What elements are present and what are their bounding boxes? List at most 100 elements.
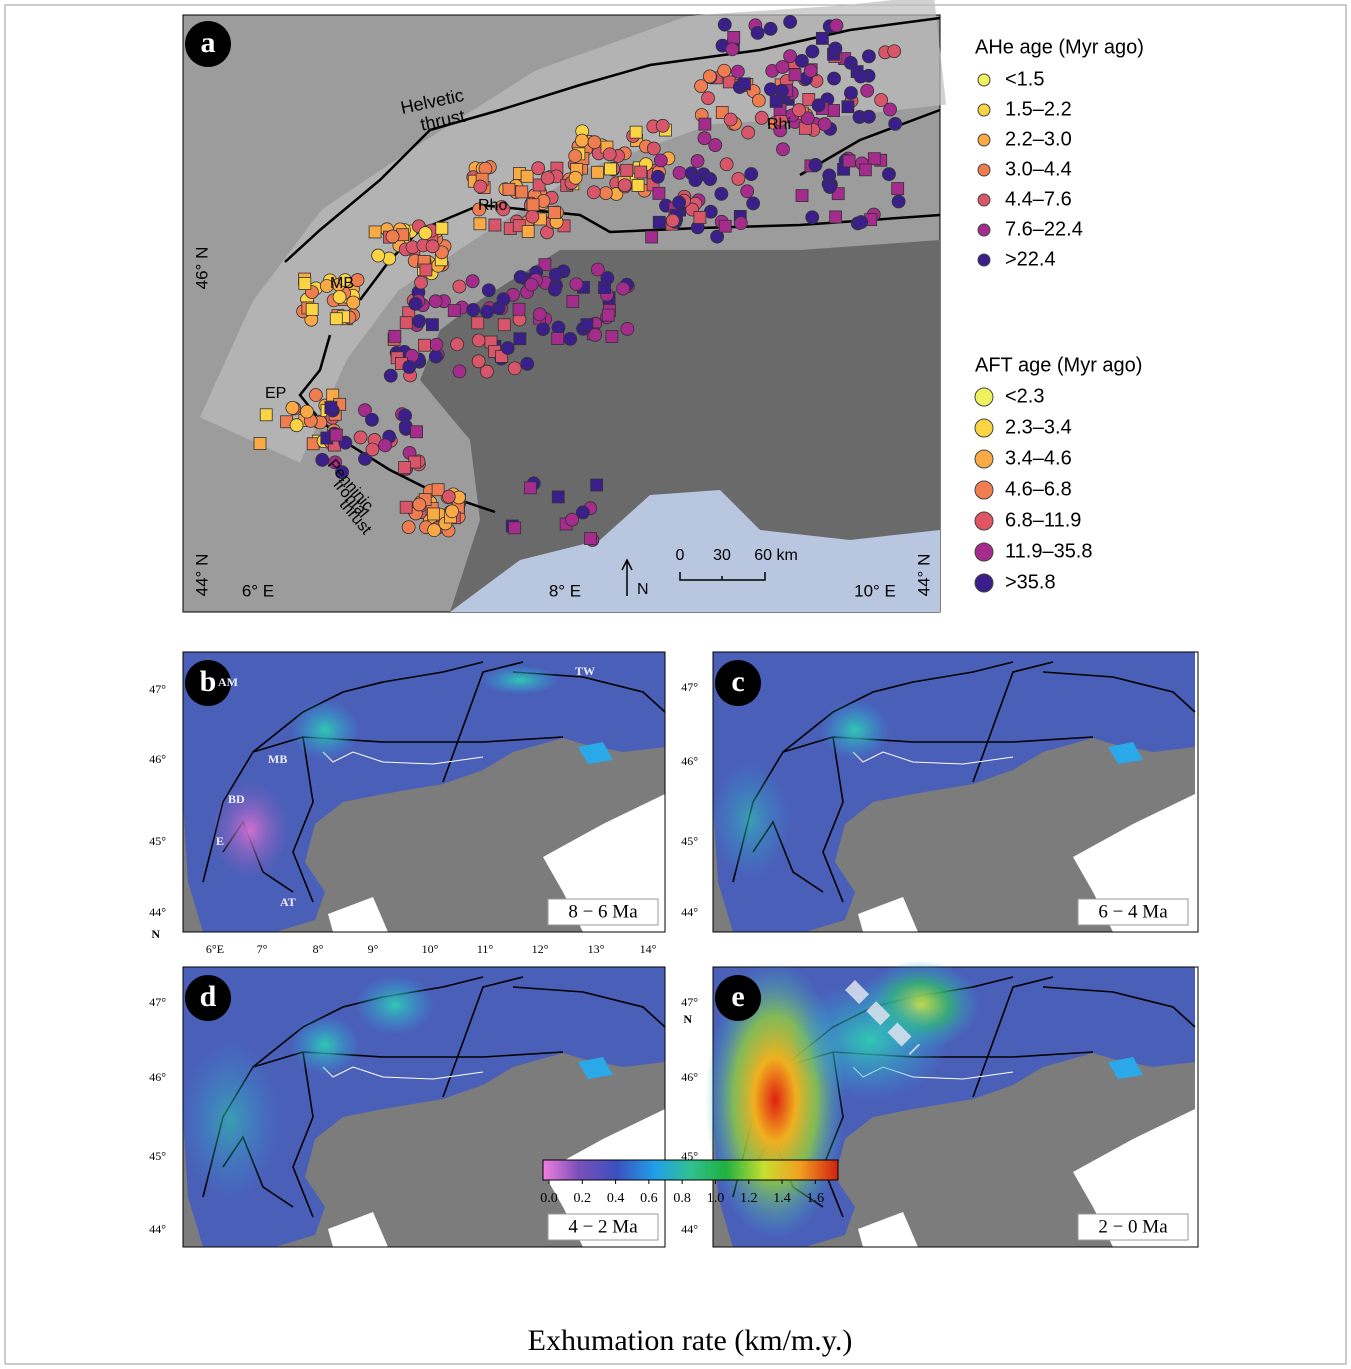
sample-marker (588, 136, 601, 149)
legend-item: 6.8–11.9 (1005, 509, 1081, 531)
sample-marker (549, 268, 562, 281)
sample-marker (448, 305, 460, 317)
sample-marker (646, 231, 658, 243)
label: 44° (149, 905, 166, 919)
sample-marker (575, 134, 588, 147)
sample-marker (828, 105, 840, 117)
sample-marker (286, 401, 299, 414)
sample-marker (513, 303, 525, 315)
sample-marker (290, 419, 303, 432)
sample-marker (522, 226, 534, 238)
sample-marker (426, 319, 438, 331)
sample-marker (521, 170, 533, 182)
legend-item: <1.5 (1005, 68, 1044, 90)
colorbar-tick-label: 1.4 (773, 1191, 791, 1206)
sample-marker (718, 64, 731, 77)
sample-marker (372, 249, 385, 262)
sample-marker (812, 99, 825, 112)
map-a (183, 15, 940, 612)
legend-swatch (978, 74, 990, 86)
sample-marker (442, 490, 455, 503)
sample-marker (413, 498, 426, 511)
label: N (151, 927, 160, 941)
place-label: AM (218, 675, 238, 689)
sample-marker (472, 355, 485, 368)
sample-marker (603, 148, 616, 161)
figure: abcdeHelveticthrustRhiRhoMBEPPenninicfro… (0, 0, 1351, 1369)
sample-marker (861, 84, 874, 97)
sample-marker (695, 80, 708, 93)
place-label: EP (265, 385, 286, 402)
label: 44° N (192, 554, 211, 597)
legend-swatch (978, 194, 990, 206)
sample-marker (254, 438, 266, 450)
sample-marker (497, 293, 510, 306)
sample-marker (521, 357, 534, 370)
sample-marker (541, 171, 554, 184)
colorbar-tick-label: 0.0 (540, 1191, 558, 1206)
sample-marker (472, 334, 485, 347)
colorbar-title: Exhumation rate (km/m.y.) (528, 1324, 853, 1357)
sample-marker (747, 197, 760, 210)
sample-marker (621, 164, 633, 176)
sample-marker (474, 180, 487, 193)
sample-marker (569, 171, 582, 184)
sample-marker (386, 230, 399, 243)
sample-marker (734, 217, 747, 230)
label: 47° (681, 995, 698, 1009)
label: 45° (149, 1149, 166, 1163)
sample-marker (789, 69, 801, 81)
colorbar-tick-label: 0.8 (673, 1191, 691, 1206)
legend-swatch (978, 134, 990, 146)
sample-marker (589, 328, 602, 341)
label: 46° N (192, 247, 211, 290)
legend-item: 2.2–3.0 (1005, 128, 1072, 150)
sample-marker (570, 278, 583, 291)
legend-item: 4.6–6.8 (1005, 478, 1072, 500)
sample-marker (569, 150, 582, 163)
sample-marker (875, 94, 888, 107)
colorbar-tick-label: 1.6 (807, 1191, 825, 1206)
sample-marker (699, 118, 711, 130)
label: 8° (313, 942, 324, 956)
sample-marker (552, 491, 564, 503)
sample-marker (673, 196, 686, 209)
sample-marker (647, 142, 660, 155)
sample-marker (601, 272, 614, 285)
sample-marker (752, 94, 765, 107)
colorbar-tick-label: 0.4 (607, 1191, 625, 1206)
sample-marker (451, 338, 464, 351)
sample-marker (830, 211, 842, 223)
label: 7° (257, 942, 268, 956)
panel-c (710, 652, 1198, 932)
sample-marker (549, 207, 561, 219)
sample-marker (862, 110, 875, 123)
sample-marker (862, 50, 875, 63)
sample-marker (842, 101, 854, 113)
sample-marker (453, 280, 466, 293)
sample-marker (854, 70, 867, 83)
sample-marker (309, 389, 322, 402)
sample-marker (474, 218, 486, 230)
sample-marker (654, 154, 667, 167)
sample-marker (751, 26, 764, 39)
sample-marker (525, 278, 538, 291)
label: 10° E (854, 581, 896, 600)
label: 11° (477, 942, 494, 956)
sample-marker (453, 365, 466, 378)
sample-marker (830, 19, 843, 32)
sample-marker (552, 321, 565, 334)
sample-marker (635, 166, 647, 178)
label: 46° (681, 754, 698, 768)
sample-marker (564, 332, 577, 345)
sample-marker (552, 333, 564, 345)
label: 13° (588, 942, 605, 956)
sample-marker (691, 155, 704, 168)
sample-marker (704, 173, 717, 186)
sample-marker (503, 183, 515, 195)
sample-marker (509, 522, 521, 534)
sample-marker (426, 240, 439, 253)
place-label: AT (280, 895, 296, 909)
sample-marker (420, 264, 432, 276)
sample-marker (656, 119, 669, 132)
